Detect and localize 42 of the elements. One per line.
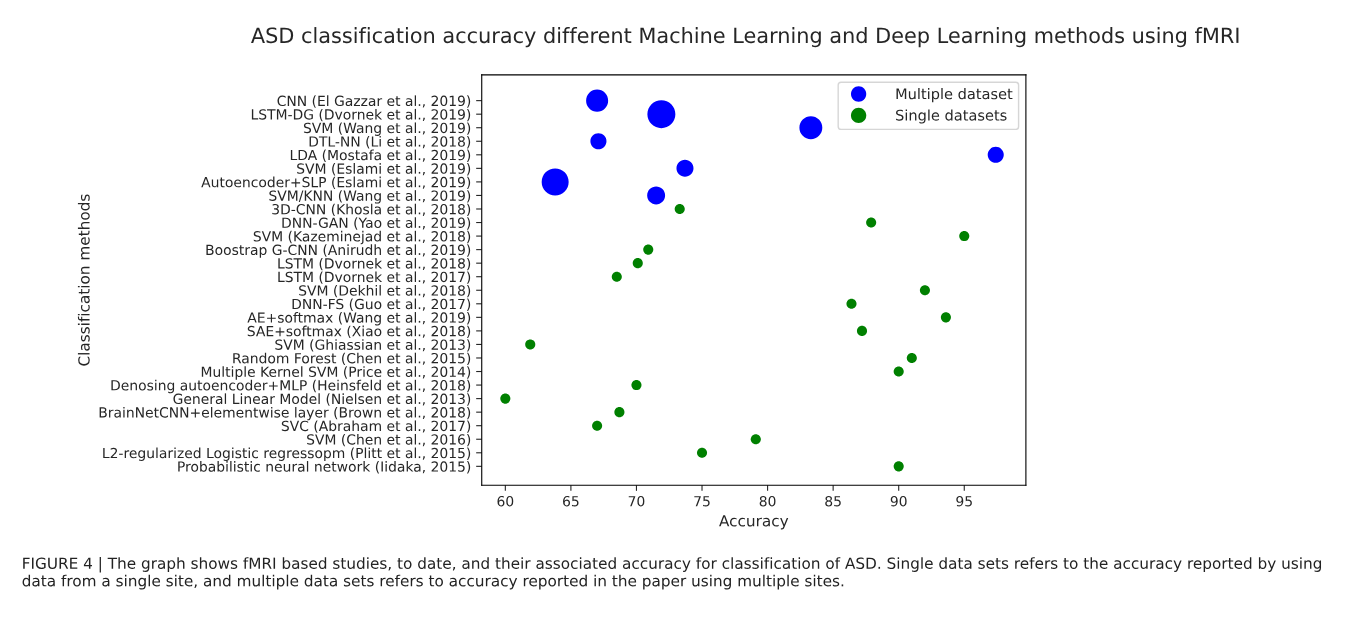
x-tick-label: 80 [759,495,776,507]
y-axis-title: Classification methods [77,194,90,366]
y-tick-label: Probabilistic neural network (Iidaka, 2015) [178,461,471,474]
y-tick-label: 3D-CNN (Khosla et al., 2018) [272,203,471,217]
caption: FIGURE 4 | The graph shows fMRI based studies, to date, and their associated accuracy for classification of ASD. Single data sets refers to the accuracy reported by using data from a single site, and multiple data sets refers to accuracy reported in the paper using multiple sites. [22,557,1322,590]
y-tick-label: SAE+softmax (Xiao et al., 2018) [247,325,471,338]
y-tick-label: L2-regularized Logistic regressopm (Plitt et al., 2015) [103,447,471,461]
legend-label: Multiple dataset [896,88,1013,103]
x-axis-title: Accuracy [719,515,789,530]
y-tick-label: Autoencoder+SLP (Eslami et al., 2019) [201,176,471,190]
y-tick-label: Random Forest (Chen et al., 2015) [233,352,471,366]
y-tick-label: SVM (Kazeminejad et al., 2018) [253,230,471,245]
y-tick-label: SVM/KNN (Wang et al., 2019) [269,190,471,204]
y-tick-label: DNN-FS (Guo et al., 2017) [292,298,471,311]
y-tick-label: SVM (Eslami et al., 2019) [297,163,471,176]
x-tick-label: 70 [628,495,645,507]
x-tick-label: 65 [563,495,579,507]
x-tick-label: 85 [825,495,841,507]
y-tick-label: LSTM-DG (Dvornek et al., 2019) [251,108,471,122]
x-tick-label: 95 [956,495,972,507]
y-tick-label: DNN-GAN (Yao et al., 2019) [282,217,471,230]
y-tick-label: BrainNetCNN+elementwise layer (Brown et al., 2018) [99,406,471,421]
y-tick-label: CNN (El Gazzar et al., 2019) [277,95,471,108]
y-tick-label: General Linear Model (Nielsen et al., 2013) [173,393,471,406]
legend-label: Single datasets [896,109,1007,124]
y-tick-label: Multiple Kernel SVM (Price et al., 2014) [201,366,471,380]
y-tick-label: DTL-NN (Li et al., 2018) [309,135,471,149]
y-tick-label: Boostrap G-CNN (Anirudh et al., 2019) [206,244,471,258]
y-tick-label: AE+softmax (Wang et al., 2019) [247,312,471,326]
y-tick-label: LSTM (Dvornek et al., 2018) [278,257,471,271]
y-tick-label: SVM (Ghiassian et al., 2013) [275,339,471,352]
chart-title: ASD classification accuracy different Machine Learning and Deep Learning methods using fMRI [251,27,1239,48]
y-tick-label: Denosing autoencoder+MLP (Heinsfeld et al., 2018) [111,379,471,394]
x-tick-label: 90 [890,495,907,507]
y-tick-label: SVM (Wang et al., 2019) [303,122,471,136]
y-tick-label: SVM (Chen et al., 2016) [307,433,471,447]
x-tick-label: 75 [694,496,710,507]
y-tick-label: SVM (Dekhil et al., 2018) [299,284,471,298]
x-tick-label: 60 [497,495,514,507]
y-tick-label: SVC (Abraham et al., 2017) [281,420,471,433]
y-tick-label: LSTM (Dvornek et al., 2017) [278,271,471,284]
y-tick-label: LDA (Mostafa et al., 2019) [290,149,471,162]
